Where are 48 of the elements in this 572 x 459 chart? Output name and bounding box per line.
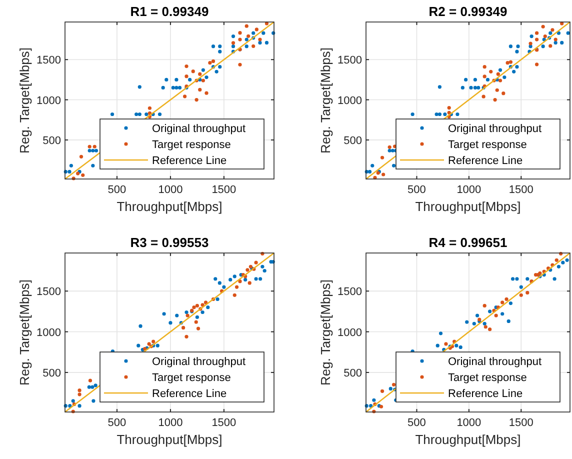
- x-axis-title: Throughput[Mbps]: [415, 432, 521, 447]
- x-tick-label: 500: [108, 184, 126, 196]
- x-tick-label: 1500: [212, 417, 236, 429]
- x-tick-label: 1000: [456, 417, 482, 429]
- legend-label: Reference Line: [152, 388, 227, 400]
- chart-title: R4 = 0.99651: [428, 235, 508, 250]
- y-tick-label: 1000: [338, 326, 362, 339]
- y-tick-label: 500: [344, 367, 362, 380]
- x-axis-title: Throughput[Mbps]: [116, 432, 222, 447]
- legend-label: Target response: [152, 139, 231, 151]
- legend-label: Target response: [448, 372, 527, 384]
- chart-title: R1 = 0.99349: [130, 4, 209, 19]
- x-tick-label: 500: [108, 417, 126, 429]
- legend-label: Target response: [448, 139, 527, 151]
- legend-label: Original throughput: [152, 123, 246, 135]
- legend-label: Reference Line: [448, 155, 523, 167]
- x-tick-label: 500: [408, 184, 426, 196]
- y-tick-label: 1000: [338, 94, 362, 107]
- y-tick-label: 500: [42, 367, 61, 380]
- y-axis-title: Reg. Target[Mbps]: [318, 280, 333, 386]
- x-axis-title: Throughput[Mbps]: [415, 199, 521, 214]
- legend-label: Reference Line: [448, 388, 523, 400]
- y-tick-label: 1500: [36, 54, 61, 67]
- x-axis-title: Throughput[Mbps]: [116, 199, 222, 214]
- legend-label: Original throughput: [448, 356, 542, 368]
- chart-title: R3 = 0.99553: [130, 235, 209, 250]
- chart-title: R2 = 0.99349: [428, 4, 508, 19]
- x-tick-label: 500: [408, 417, 426, 429]
- x-tick-label: 1000: [158, 417, 183, 429]
- y-tick-label: 500: [42, 134, 61, 147]
- y-axis-title: Reg. Target[Mbps]: [17, 280, 32, 386]
- x-tick-label: 1500: [508, 417, 534, 429]
- y-tick-label: 1500: [338, 286, 362, 298]
- y-axis-title: Reg. Target[Mbps]: [318, 48, 333, 154]
- x-tick-label: 1500: [212, 184, 236, 196]
- legend-label: Original throughput: [448, 123, 542, 135]
- y-axis-title: Reg. Target[Mbps]: [17, 48, 32, 154]
- y-tick-label: 1500: [36, 286, 61, 298]
- x-tick-label: 1000: [456, 184, 482, 196]
- y-tick-label: 1000: [36, 94, 61, 107]
- legend-label: Target response: [152, 372, 231, 384]
- y-tick-label: 1000: [36, 326, 61, 339]
- x-tick-label: 1500: [508, 184, 534, 196]
- legend-label: Original throughput: [152, 356, 246, 368]
- legend-label: Reference Line: [152, 155, 227, 167]
- y-tick-label: 1500: [338, 54, 362, 67]
- x-tick-label: 1000: [158, 184, 183, 196]
- y-tick-label: 500: [344, 134, 362, 147]
